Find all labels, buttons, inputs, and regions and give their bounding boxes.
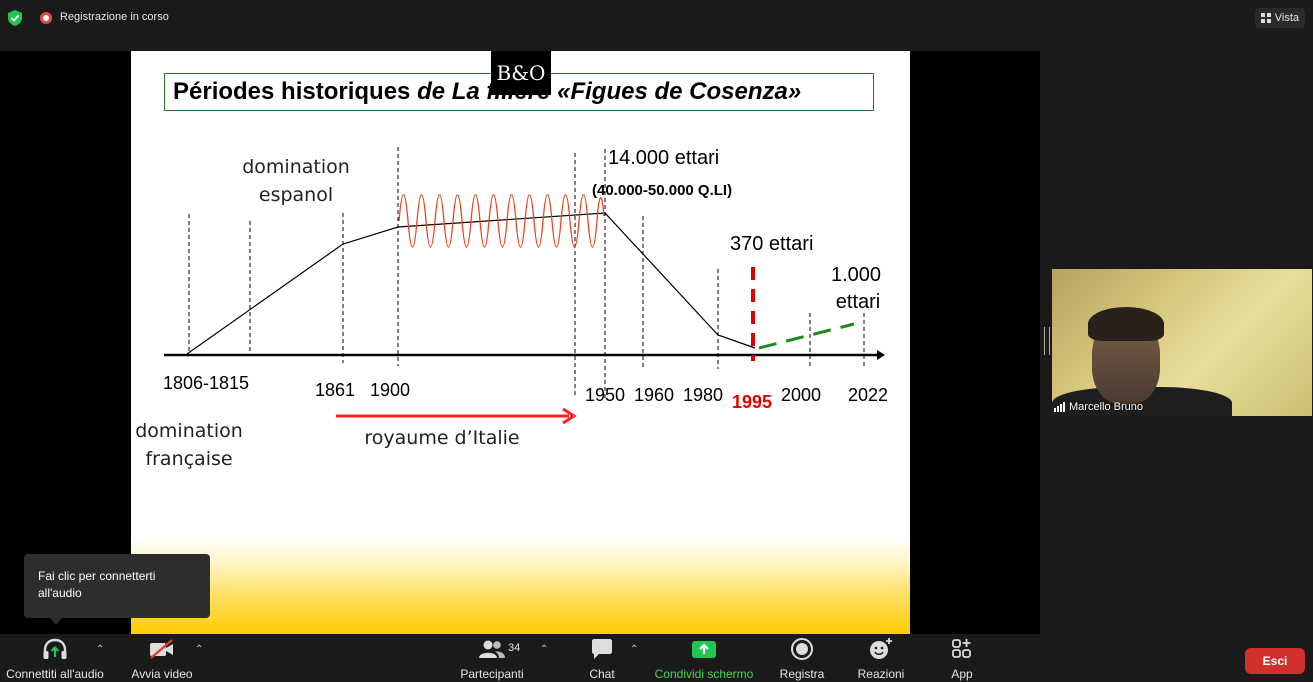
participant-name-tag: Marcello Bruno: [1054, 401, 1143, 413]
participant-video-tile[interactable]: Marcello Bruno: [1052, 269, 1312, 416]
year-label: 1861: [315, 380, 355, 400]
view-button[interactable]: Vista: [1254, 8, 1305, 28]
year-label: 2000: [781, 385, 821, 405]
participants-button[interactable]: Partecipanti: [452, 634, 532, 682]
apps-icon: [952, 639, 971, 658]
grid-view-icon: [1260, 13, 1271, 23]
label-domination-francaise-2: française: [145, 448, 232, 470]
projection-line: [758, 322, 855, 350]
timeline-diagram: domination espanol 14.000 ettari (40.000…: [135, 147, 888, 470]
record-icon: [791, 638, 813, 660]
year-label: 1980: [683, 385, 723, 405]
slide-title-text: Périodes historiques de La filière «Figu…: [173, 78, 802, 105]
record-button[interactable]: Registra: [776, 634, 828, 682]
participant-silhouette-hair: [1088, 307, 1164, 341]
video-options-caret[interactable]: ⌃: [195, 644, 204, 655]
bang-olufsen-logo: B&O: [491, 51, 551, 95]
label-domination-espanol-1: domination: [242, 156, 350, 178]
participants-icon: [479, 640, 505, 658]
label-quintals: (40.000-50.000 Q.LI): [592, 182, 732, 199]
shared-screen: domination espanol 14.000 ettari (40.000…: [0, 51, 1040, 634]
label-domination-francaise-1: domination: [135, 420, 243, 442]
reactions-icon: [870, 638, 892, 659]
royaume-arrowhead: [562, 407, 577, 425]
audio-tooltip: Fai clic per connetterti all'audio: [24, 554, 210, 618]
share-screen-icon: [692, 641, 716, 658]
chat-button[interactable]: Chat: [582, 634, 622, 682]
year-label: 1950: [585, 385, 625, 405]
video-off-icon: [150, 639, 173, 659]
label-domination-espanol-2: espanol: [259, 184, 333, 206]
year-label: 2022: [848, 385, 888, 405]
audio-options-caret[interactable]: ⌃: [96, 644, 105, 655]
meeting-toolbar: Connettiti all'audio ⌃ Avvia video ⌃ Par…: [0, 634, 1313, 682]
participants-count: 34: [508, 642, 521, 654]
signal-strength-icon: [1054, 402, 1065, 412]
production-wave: [398, 194, 605, 248]
security-shield-icon[interactable]: [8, 10, 22, 26]
meeting-top-bar: Registrazione in corso Vista: [0, 0, 1313, 36]
chat-options-caret[interactable]: ⌃: [630, 644, 639, 655]
year-label: 1960: [634, 385, 674, 405]
participant-name: Marcello Bruno: [1069, 401, 1143, 413]
label-hectares-14000: 14.000 ettari: [608, 147, 719, 169]
slide-footer-gradient: [131, 536, 910, 634]
timeline-axis-arrowhead: [877, 350, 885, 360]
chat-icon: [592, 639, 612, 659]
share-screen-button[interactable]: Condividi schermo: [652, 634, 756, 682]
trend-line: [186, 212, 756, 355]
presentation-slide: domination espanol 14.000 ettari (40.000…: [131, 51, 910, 634]
headphones-icon: [43, 638, 67, 659]
participants-options-caret[interactable]: ⌃: [540, 644, 549, 655]
year-label: 1806-1815: [163, 373, 249, 393]
reactions-button[interactable]: Reazioni: [852, 634, 910, 682]
start-video-button[interactable]: Avvia video: [128, 634, 196, 682]
splitter-handle[interactable]: [1044, 327, 1050, 355]
join-audio-button[interactable]: Connettiti all'audio: [4, 634, 106, 682]
recording-icon: [40, 12, 52, 24]
label-hectares-1000-1: 1.000: [831, 264, 881, 286]
year-label: 1900: [370, 380, 410, 400]
year-label-1995: 1995: [732, 392, 772, 412]
view-button-label: Vista: [1274, 12, 1299, 24]
label-royaume: royaume d’Italie: [364, 427, 519, 449]
tooltip-arrow: [50, 618, 62, 625]
label-hectares-370: 370 ettari: [730, 233, 813, 255]
apps-button[interactable]: App: [942, 634, 982, 682]
label-hectares-1000-2: ettari: [836, 291, 880, 313]
leave-meeting-button[interactable]: Esci: [1245, 648, 1305, 674]
recording-status: Registrazione in corso: [60, 11, 169, 23]
